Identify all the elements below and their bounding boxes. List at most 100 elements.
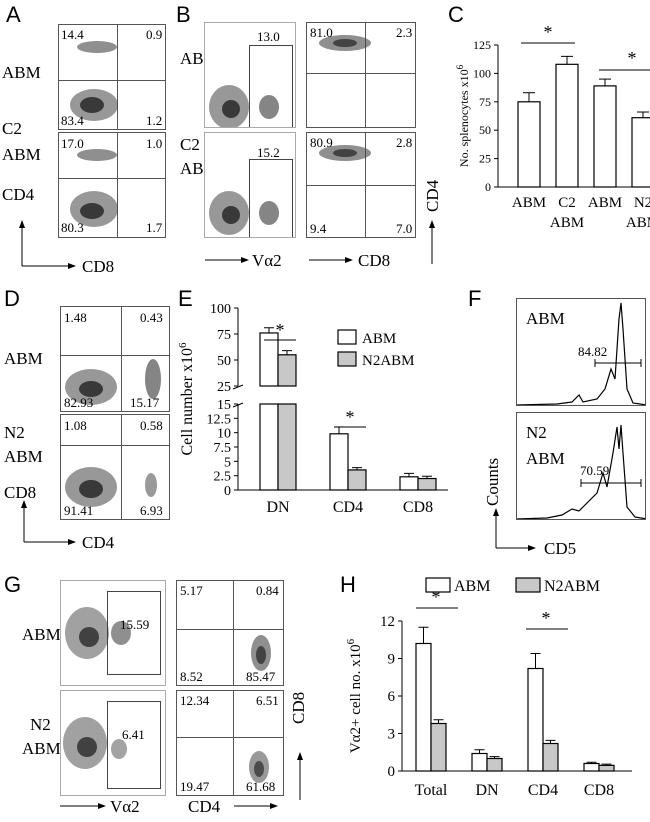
g2-q-lr: 61.68 [246, 779, 276, 794]
a-row2-label-b: ABM [2, 145, 41, 164]
e-axis-break [232, 402, 244, 408]
e-sig-star: * [276, 320, 285, 340]
g-row2-label-a: N2 [30, 715, 51, 734]
panel-letter-g: G [4, 572, 22, 597]
g-density-1 [65, 607, 131, 659]
c-bar [593, 85, 617, 188]
d-axis-arrows [21, 500, 76, 545]
h-bar [583, 762, 600, 772]
f-top-value: 84.82 [578, 344, 608, 359]
b-y-arrow [429, 220, 435, 264]
a-axis-arrows [19, 220, 76, 269]
b-x-arrows [205, 257, 353, 263]
h-bar [486, 757, 503, 772]
panel-letter-f: F [468, 286, 482, 311]
e-legend-label: N2ABM [362, 353, 415, 369]
e-legend-label: ABM [362, 331, 396, 347]
e-y-axis-label-sup: 6 [177, 342, 189, 348]
h-y-tick-label: 3 [388, 727, 396, 743]
a1-q-ul: 14.4 [61, 27, 84, 42]
b-xlabel-2: CD8 [358, 251, 391, 270]
e-bar-upper [277, 354, 297, 387]
b-gate-2: 15.2 [257, 145, 280, 160]
c-x-tick-label: ABM [588, 195, 622, 211]
f-top-label: ABM [526, 309, 565, 328]
a2-q-ll: 80.3 [61, 220, 84, 235]
b-row2-label-a: C2 [180, 135, 200, 154]
e-bar [399, 476, 419, 491]
g-row2-label-b: ABM [22, 739, 61, 758]
g1-q-ul: 5.17 [180, 583, 203, 598]
f-histogram-2 [516, 412, 646, 520]
g-gate-1: 15.59 [120, 617, 150, 632]
g1-q-ll: 8.52 [180, 669, 203, 684]
g-xlabel-2: CD4 [188, 797, 221, 816]
a2-q-lr: 1.7 [146, 220, 163, 235]
h-bar [598, 764, 615, 772]
d2-q-lr: 6.93 [140, 503, 163, 518]
f-bot-label-a: N2 [526, 423, 547, 442]
h-bar [542, 742, 559, 772]
d-row2-label-a: N2 [4, 423, 25, 442]
e-y-tick-label: 50 [217, 354, 231, 369]
d-dotplot-1 [60, 306, 170, 412]
f-axis-arrows [493, 508, 536, 551]
d-ylabel: CD8 [4, 483, 37, 502]
panel-letter-b: B [176, 2, 191, 27]
g1-q-ur: 0.84 [256, 583, 279, 598]
a1-q-ur: 0.9 [146, 27, 163, 42]
g-x-arrows [60, 803, 278, 809]
c-sig-star: * [544, 22, 553, 42]
g-ylabel: CD8 [289, 691, 308, 724]
h-legend-swatch [515, 577, 541, 593]
f-bot-value: 70.59 [580, 463, 610, 478]
b-gate-1: 13.0 [257, 29, 280, 44]
a1-q-ll: 83.4 [61, 113, 84, 128]
g-density-3 [251, 635, 271, 671]
c-y-axis-label: No. splenocytes x106 [455, 64, 471, 167]
a-density-1 [70, 41, 118, 121]
h-bar [471, 752, 488, 772]
b-cd4cd8-plot-2 [306, 132, 416, 238]
g-vA2-plot-2 [60, 690, 166, 796]
c-bar [517, 101, 541, 188]
g-row1-label: ABM [22, 625, 61, 644]
h-x-tick-label: CD8 [584, 782, 614, 799]
h-x-tick-label: DN [475, 782, 499, 799]
h-legend-swatch [425, 577, 451, 593]
c-y-tick-label: 25 [479, 152, 491, 166]
f-hist-curve-1 [517, 302, 645, 405]
d-row1-label: ABM [4, 349, 43, 368]
f-xlabel: CD5 [544, 539, 577, 558]
h-y-tick-label: 0 [388, 764, 396, 780]
h-y-axis-label: Vα2+ cell no. x106 [345, 638, 364, 753]
f-bot-label-b: ABM [526, 449, 565, 468]
b2-q-lr: 7.0 [396, 221, 413, 236]
a2-q-ur: 1.0 [146, 136, 163, 151]
c-x-tick-label: N2 [634, 195, 650, 211]
h-y-tick-label: 6 [388, 689, 396, 705]
b-density-3 [319, 35, 371, 51]
e-x-tick-label: CD4 [333, 499, 363, 516]
c-y-tick-label: 0 [485, 180, 491, 194]
b2-q-ll: 9.4 [310, 221, 327, 236]
panel-letter-d: D [4, 286, 20, 311]
e-bar [347, 469, 367, 491]
g-cd8cd4-plot-2 [176, 690, 284, 796]
h-y-axis-label-sup: 6 [345, 638, 357, 644]
c-x-tick-label: C2 [558, 195, 576, 211]
e-legend-swatch [337, 329, 357, 345]
e-y-tick-label: 0 [224, 484, 231, 499]
e-y-tick-label: 7.5 [214, 441, 232, 456]
b-vA2-plot-2 [204, 132, 296, 238]
g-density-4 [249, 751, 269, 783]
c-y-tick-label: 100 [473, 66, 491, 80]
a1-q-lr: 1.2 [146, 113, 163, 128]
h-legend-label: ABM [454, 578, 490, 595]
d2-q-ur: 0.58 [140, 418, 163, 433]
h-y-tick-label: 12 [380, 614, 395, 630]
e-bar [259, 403, 279, 491]
h-bar [415, 642, 432, 772]
d-density-1 [65, 359, 161, 405]
a-dotplot-1 [58, 24, 166, 130]
